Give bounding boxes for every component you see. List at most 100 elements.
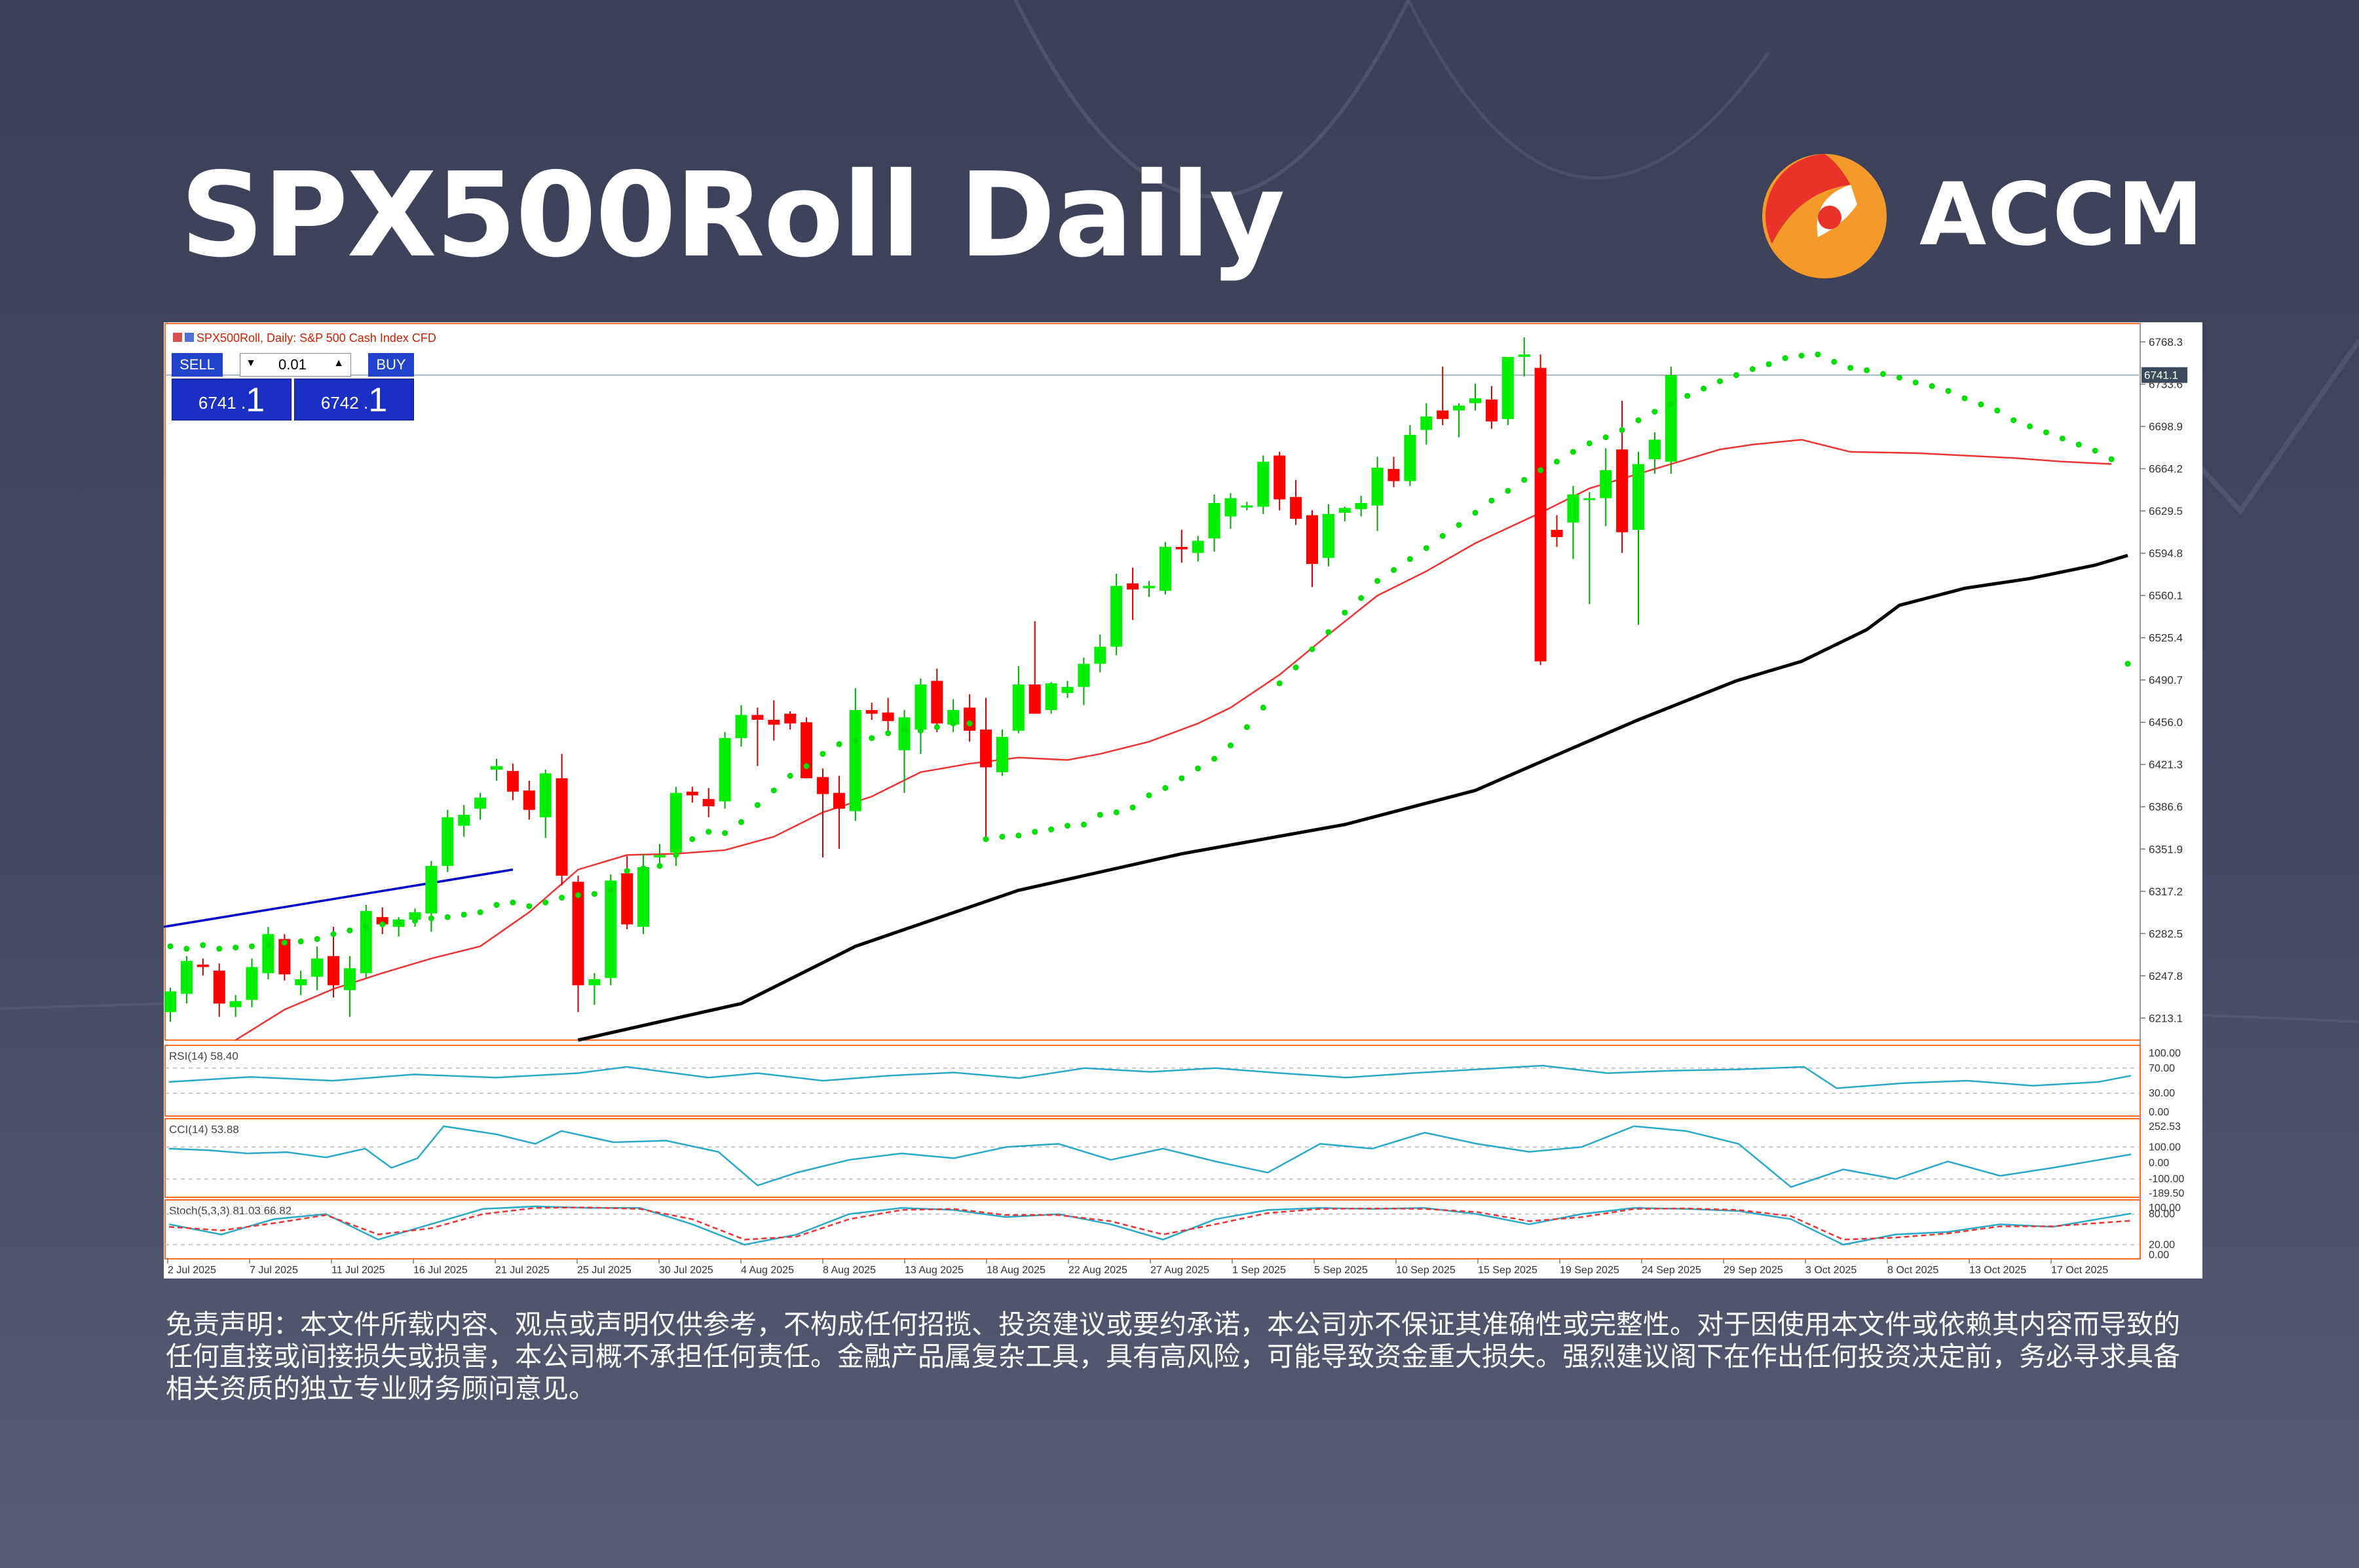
candle-body (1224, 498, 1237, 517)
psar-dot (1228, 742, 1234, 749)
psar-dot (542, 899, 549, 906)
psar-dot (1765, 361, 1772, 367)
psar-dot (1782, 355, 1788, 362)
candle-body (670, 793, 682, 853)
psar-dot (461, 911, 467, 918)
x-tick-label: 1 Sep 2025 (1232, 1265, 1286, 1276)
psar-dot (1864, 367, 1870, 373)
lot-down-icon[interactable]: ▼ (246, 358, 256, 369)
candle-body (801, 722, 813, 779)
buy-price[interactable]: 6742 .1 (294, 379, 414, 420)
sell-price-main: 6741 . (198, 393, 246, 413)
candle-body (1192, 540, 1204, 553)
rsi-level-label: 30.00 (2149, 1088, 2175, 1099)
psar-dot (1505, 487, 1511, 494)
candle-body (458, 815, 470, 826)
candle-body (506, 771, 519, 792)
trading-chart: 6768.3 6733.6 6698.9 6664.2 6629.5 6594.8 6560… (164, 322, 2202, 1279)
candle-body (1437, 410, 1449, 419)
x-tick-label: 22 Aug 2025 (1068, 1265, 1127, 1276)
sell-button[interactable]: SELL (172, 353, 223, 377)
stoch-line (168, 1205, 2132, 1246)
psar-dot (983, 836, 989, 842)
psar-dot (1978, 401, 1984, 407)
candle-body (588, 979, 601, 986)
psar-dot (1195, 765, 1201, 772)
psar-dot (1162, 785, 1169, 791)
candle-body (1241, 505, 1253, 508)
psar-dot (2075, 441, 2082, 448)
psar-dot (493, 902, 500, 908)
candle-body (164, 991, 176, 1013)
y-tick-label: 6386.6 (2149, 801, 2183, 813)
psar-dot (249, 943, 255, 950)
psar-dot (787, 773, 793, 779)
buy-price-main: 6742 . (320, 393, 369, 413)
psar-dot (1342, 609, 1348, 616)
candle-body (1322, 513, 1334, 558)
lot-size-input[interactable]: ▼ 0.01 ▲ (240, 353, 351, 377)
psar-dot (233, 944, 239, 951)
rsi-line (168, 1064, 2132, 1089)
sell-price[interactable]: 6741 .1 (172, 379, 292, 420)
psar-dot (183, 946, 190, 952)
buy-button[interactable]: BUY (368, 353, 414, 377)
psar-dot (722, 830, 728, 836)
psar-dot (1684, 392, 1691, 399)
psar-dot (1391, 567, 1397, 573)
y-tick-label: 6560.1 (2149, 589, 2183, 602)
candle-body (833, 793, 845, 809)
lot-value: 0.01 (278, 356, 307, 373)
x-tick-label: 8 Oct 2025 (1887, 1265, 1938, 1276)
candle-body (295, 979, 307, 986)
x-tick-label: 18 Aug 2025 (987, 1265, 1046, 1276)
psar-dot (1374, 578, 1381, 584)
y-tick-label: 6698.9 (2149, 420, 2183, 433)
logo-text: ACCM (1919, 164, 2205, 265)
candle-body (1665, 375, 1677, 462)
candle-body (1469, 398, 1481, 403)
x-tick-label: 4 Aug 2025 (741, 1265, 794, 1276)
cci-level-label: -189.50 (2149, 1188, 2184, 1199)
psar-dot (673, 851, 679, 858)
psar-dot (917, 728, 924, 734)
psar-dot (770, 787, 777, 794)
psar-dot (852, 737, 859, 744)
psar-dot (869, 735, 875, 741)
y-tick-label: 6768.3 (2149, 336, 2183, 348)
psar-dot (607, 887, 614, 893)
stoch-level-label: 0.00 (2149, 1250, 2169, 1261)
x-tick-label: 2 Jul 2025 (168, 1265, 216, 1276)
psar-dot (1961, 395, 1968, 401)
psar-dot (1668, 401, 1674, 407)
rsi-panel-border (164, 1045, 2141, 1117)
psar-dot (347, 927, 353, 934)
psar-dot (656, 863, 663, 869)
psar-dot (297, 938, 304, 944)
psar-dot (1602, 434, 1609, 441)
sma-fast-line (235, 439, 2112, 1041)
psar-dot (1276, 680, 1283, 686)
stoch-panel-border (164, 1199, 2141, 1260)
cci-panel-border (164, 1118, 2141, 1198)
candle-body (262, 934, 274, 973)
psar-dot (820, 751, 826, 757)
lot-up-icon[interactable]: ▲ (333, 358, 344, 369)
psar-dot (2059, 435, 2066, 441)
y-tick-label: 6664.2 (2149, 463, 2183, 476)
candle-body (556, 778, 568, 876)
buy-price-big: 1 (368, 381, 388, 419)
cci-level-label: 0.00 (2149, 1158, 2169, 1169)
psar-dot (1815, 351, 1821, 358)
psar-dot (1619, 426, 1625, 433)
trendline (164, 868, 514, 928)
candle-body (1551, 529, 1563, 538)
stoch-level-label: 80.00 (2149, 1209, 2175, 1220)
psar-dot (1032, 829, 1038, 835)
psar-dot (950, 720, 956, 727)
psar-dot (1586, 440, 1593, 447)
x-tick-label: 24 Sep 2025 (1642, 1265, 1701, 1276)
psar-dot (167, 943, 174, 950)
psar-dot (1945, 388, 1952, 394)
candle-body (1485, 399, 1498, 422)
